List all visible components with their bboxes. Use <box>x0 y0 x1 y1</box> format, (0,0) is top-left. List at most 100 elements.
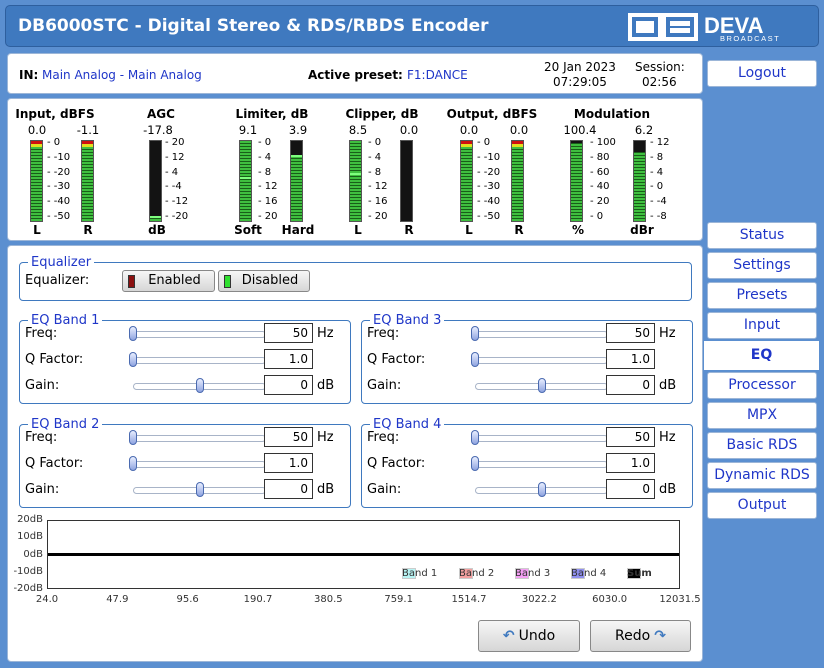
modulation-percent-ticks: - 100 - 80 - 60 - 40 - 20 - 0 <box>590 138 622 222</box>
tick-label: - 12 <box>165 151 185 163</box>
session-label: Session: <box>635 60 685 74</box>
slider-thumb[interactable] <box>195 378 204 393</box>
output-l-value: 0.0 <box>459 123 479 137</box>
eq-band-4-freq-input[interactable] <box>606 427 655 447</box>
deva-logo: DEVA BROADCAST <box>628 13 780 42</box>
slider-thumb[interactable] <box>129 456 137 471</box>
eq-band-4-freq-label: Freq: <box>367 430 400 445</box>
tick-label: - 12 <box>258 181 278 193</box>
eq-band-1-freq-input[interactable] <box>264 323 313 343</box>
eq-band-3-gain-input[interactable] <box>606 375 655 395</box>
graph-x-label: 759.1 <box>384 594 413 605</box>
eq-band-4-q-slider[interactable] <box>471 454 608 472</box>
svg-text:BROADCAST: BROADCAST <box>720 34 780 42</box>
tick-label: - 20 <box>368 211 388 222</box>
tick-label: - -10 <box>47 151 71 163</box>
graph-x-label: 6030.0 <box>592 594 628 605</box>
meter-fill <box>571 142 582 221</box>
slider-thumb[interactable] <box>537 378 546 393</box>
eq-band-4-gain-input[interactable] <box>606 479 655 499</box>
modulation-dbr-label: dBr <box>630 223 654 237</box>
nav-item-eq[interactable]: EQ <box>704 341 819 370</box>
graph-x-label: 380.5 <box>314 594 343 605</box>
logout-button[interactable]: Logout <box>707 60 817 87</box>
eq-band-1-q-input[interactable] <box>264 349 313 369</box>
meter-fill <box>31 141 42 221</box>
nav-item-input[interactable]: Input <box>707 312 817 339</box>
graph-y-label: 10dB <box>17 531 43 543</box>
tick-label: - -30 <box>47 181 71 193</box>
peak-indicator <box>82 141 93 144</box>
redo-button[interactable]: Redo ↷ <box>590 620 691 652</box>
slider-track <box>471 461 608 468</box>
eq-band-2-gain-slider[interactable] <box>133 480 266 498</box>
modulation-dbr-meter <box>633 140 646 222</box>
peak-indicator-yellow <box>82 144 93 147</box>
eq-band-2-freq-input[interactable] <box>264 427 313 447</box>
sum-response-line <box>48 553 679 556</box>
slider-thumb[interactable] <box>537 482 546 497</box>
eq-band-4-freq-slider[interactable] <box>471 428 608 446</box>
eq-band-4-gain-slider[interactable] <box>475 480 608 498</box>
eq-band-2-q-slider[interactable] <box>129 454 266 472</box>
slider-thumb[interactable] <box>471 456 479 471</box>
modulation-percent-value: 100.4 <box>563 123 597 137</box>
meter-fill <box>240 141 251 221</box>
slider-thumb[interactable] <box>471 430 479 445</box>
nav-item-status[interactable]: Status <box>707 222 817 249</box>
limiter-soft-label: Soft <box>234 223 262 237</box>
tick-label: - 0 <box>258 137 272 148</box>
eq-band-2-gain-input[interactable] <box>264 479 313 499</box>
slider-track <box>471 357 608 364</box>
slider-thumb[interactable] <box>471 326 479 341</box>
meter-fill <box>150 216 161 221</box>
eq-band-2-freq-slider[interactable] <box>129 428 266 446</box>
input-ticks: - 0 - -10 - -20 - -30 - -40 - -50 <box>47 138 79 222</box>
eq-band-1-freq-slider[interactable] <box>129 324 266 342</box>
slider-thumb[interactable] <box>129 430 137 445</box>
nav-item-mpx[interactable]: MPX <box>707 402 817 429</box>
eq-band-3-gain-label: Gain: <box>367 378 402 393</box>
tick-label: - -10 <box>477 151 501 163</box>
eq-band-2-freq-label: Freq: <box>25 430 58 445</box>
slider-thumb[interactable] <box>129 326 137 341</box>
tick-label: - 80 <box>590 151 610 163</box>
eq-band-1-freq-label: Freq: <box>25 326 58 341</box>
tick-label: - 4 <box>165 166 179 178</box>
eq-band-3-freq-input[interactable] <box>606 323 655 343</box>
eq-band-4-q-input[interactable] <box>606 453 655 473</box>
eq-band-1-gain-slider[interactable] <box>133 376 266 394</box>
nav-item-presets[interactable]: Presets <box>707 282 817 309</box>
eq-band-2-q-input[interactable] <box>264 453 313 473</box>
input-r-value: -1.1 <box>76 123 100 137</box>
eq-disabled-button[interactable]: Disabled <box>218 270 310 292</box>
graph-y-label: 20dB <box>17 514 43 525</box>
nav-item-output[interactable]: Output <box>707 492 817 519</box>
eq-band-3-freq-slider[interactable] <box>471 324 608 342</box>
eq-band-1-gain-input[interactable] <box>264 375 313 395</box>
tick-label: - 60 <box>590 166 610 178</box>
input-r-meter <box>81 140 94 222</box>
eq-band-3-q-slider[interactable] <box>471 350 608 368</box>
app-header: DB6000STC - Digital Stereo & RDS/RBDS En… <box>5 5 819 47</box>
slider-thumb[interactable] <box>129 352 137 367</box>
slider-track <box>129 357 266 364</box>
nav-item-basic-rds[interactable]: Basic RDS <box>707 432 817 459</box>
peak-indicator-yellow <box>512 144 523 147</box>
eq-band-1-q-slider[interactable] <box>129 350 266 368</box>
eq-band-3-gain-slider[interactable] <box>475 376 608 394</box>
nav-item-settings[interactable]: Settings <box>707 252 817 279</box>
nav-item-processor[interactable]: Processor <box>707 372 817 399</box>
eq-band-3-q-input[interactable] <box>606 349 655 369</box>
slider-thumb[interactable] <box>471 352 479 367</box>
tick-label: - -30 <box>477 181 501 193</box>
level-marker <box>150 216 161 219</box>
eq-enabled-button[interactable]: Enabled <box>122 270 215 292</box>
tick-label: - -20 <box>47 166 71 178</box>
undo-button[interactable]: ↶ Undo <box>478 620 580 652</box>
app-title: DB6000STC - Digital Stereo & RDS/RBDS En… <box>18 16 489 36</box>
eq-band-1-freq-unit: Hz <box>317 326 334 341</box>
nav-item-dynamic-rds[interactable]: Dynamic RDS <box>707 462 817 489</box>
slider-thumb[interactable] <box>195 482 204 497</box>
level-marker <box>291 155 302 158</box>
